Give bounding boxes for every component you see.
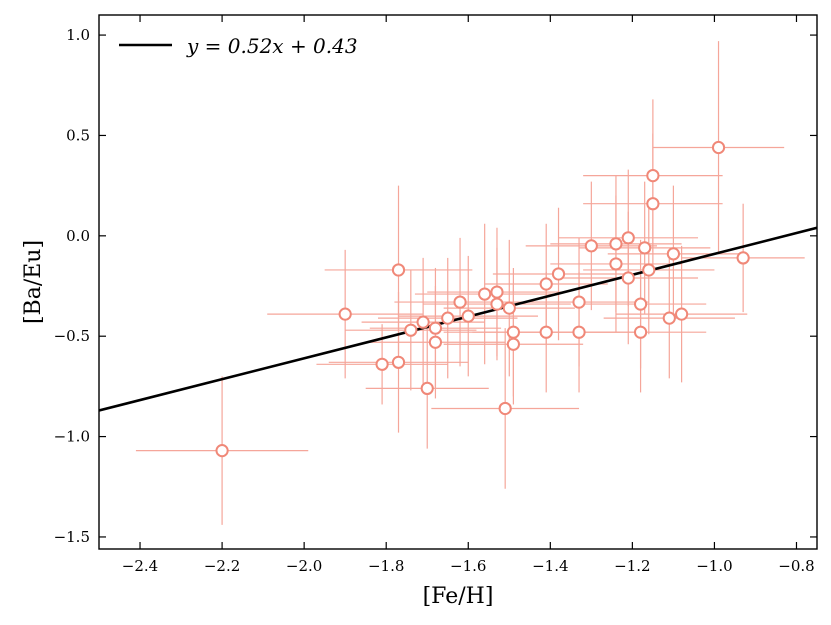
data-point [633,297,648,311]
data-point [609,257,623,271]
data-point [478,287,492,301]
data-point [506,325,520,339]
y-tick-label: −1.0 [54,428,90,446]
data-point [539,325,553,339]
data-point [502,301,516,315]
data-point [711,140,726,155]
data-point [584,239,598,253]
data-point [391,355,406,369]
data-point [375,357,389,371]
plot-frame [98,14,818,550]
x-tick-label: −1.4 [532,557,568,575]
data-point [666,247,681,261]
data-point [490,285,504,299]
data-point [736,251,750,265]
x-axis-title: [Fe/H] [423,584,494,609]
fit-line [99,226,817,412]
x-tick-label: −1.2 [614,557,650,575]
data-point [572,295,586,309]
data-point [539,277,553,291]
axis-ticks: −2.4 −2.2 −2.0 −1.8 −1.6 −1.4 −1.2 −1.0 −0.8 −1.5… [54,15,817,575]
data-point [428,321,443,335]
y-tick-label: −1.5 [54,528,90,546]
data-point [638,241,652,255]
data-point [621,231,635,245]
data-point [675,307,689,321]
data-point [633,325,648,339]
x-tick-label: −2.4 [122,557,158,575]
data-point [338,307,352,321]
x-tick-label: −2.2 [204,557,240,575]
y-tick-label: −0.5 [54,327,90,345]
data-point [420,381,434,395]
data-point [646,169,660,183]
data-point [609,237,623,251]
data-point [215,444,229,458]
data-point [551,267,566,281]
data-point [646,197,660,211]
data-point [506,337,520,351]
y-tick-label: 0.5 [66,126,90,144]
x-tick-label: −1.8 [368,557,404,575]
data-point [490,297,504,311]
data-point [461,309,475,323]
x-tick-label: −1.6 [450,557,486,575]
data-point [453,295,467,309]
data-point [572,325,586,339]
x-tick-label: −1.0 [696,557,732,575]
data-point [642,263,656,277]
data-points [215,140,750,458]
data-point [428,335,443,349]
error-bars [135,41,805,525]
y-tick-label: 1.0 [66,26,90,44]
y-tick-label: 0.0 [66,227,90,245]
x-tick-label: −0.8 [778,557,814,575]
data-point [441,311,455,325]
fit-line-group [99,226,817,412]
data-point [498,401,512,416]
data-point [621,271,635,285]
x-tick-label: −2.0 [286,557,322,575]
data-point [404,323,418,337]
y-axis-title: [Ba/Eu] [21,240,46,324]
data-point [391,263,406,277]
data-point [662,311,676,325]
legend-label: y = 0.52x + 0.43 [186,34,358,58]
data-point [416,315,430,329]
legend: y = 0.52x + 0.43 [119,34,358,58]
